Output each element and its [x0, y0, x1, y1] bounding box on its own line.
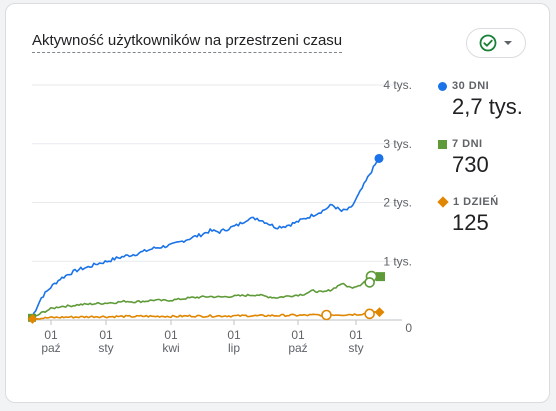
- status-dropdown-button[interactable]: [466, 28, 526, 58]
- x-tick-day: 01: [164, 328, 178, 342]
- y-tick-label: 3 tys.: [383, 137, 412, 151]
- legend-label: 7 DNI: [452, 138, 483, 150]
- x-tick-month: sty: [98, 341, 113, 355]
- dot-marker-icon: [438, 81, 447, 91]
- card-title[interactable]: Aktywność użytkowników na przestrzeni cz…: [32, 32, 343, 53]
- legend-value: 125: [452, 210, 489, 235]
- series-line-30-dni: [31, 157, 380, 318]
- legend-value: 2,7 tys.: [452, 94, 523, 119]
- legend-item-7-days: 7 DNI 730: [438, 138, 548, 178]
- series-7-days-end-square: [376, 272, 385, 282]
- y-tick-label: 1 tys.: [383, 254, 412, 268]
- check-circle-icon: [479, 34, 497, 52]
- legend-item-1-day: 1 DZIEŃ 125: [437, 196, 548, 236]
- x-tick-month: paź: [288, 341, 307, 355]
- y-tick-label: 4 tys.: [383, 78, 412, 92]
- series-30-days-end-dot: [374, 153, 384, 163]
- activity-line-chart: 01 tys.2 tys.3 tys.4 tys.01paź01sty01kwi…: [27, 78, 412, 355]
- legend-value: 730: [452, 152, 489, 177]
- series-7-days-marker: [364, 277, 375, 288]
- x-tick-month: paź: [41, 341, 60, 355]
- legend-label: 1 DZIEŃ: [453, 196, 499, 208]
- x-tick-month: lip: [228, 341, 240, 355]
- series-1-day-end-diamond: [374, 307, 385, 318]
- legend-label: 30 DNI: [452, 80, 490, 92]
- x-tick-day: 01: [349, 328, 363, 342]
- series-1-day-marker: [321, 309, 332, 321]
- x-tick-month: kwi: [162, 341, 179, 355]
- x-tick-day: 01: [44, 328, 58, 342]
- legend-item-30-days: 30 DNI 2,7 tys.: [438, 80, 548, 120]
- x-tick-day: 01: [291, 328, 305, 342]
- y-tick-label: 2 tys.: [383, 196, 412, 210]
- diamond-marker-icon: [437, 196, 449, 208]
- y-tick-label: 0: [405, 321, 412, 335]
- x-tick-day: 01: [227, 328, 241, 342]
- chart-legend: 30 DNI 2,7 tys. 7 DNI 730 1 DZIEŃ 125: [437, 80, 548, 254]
- x-tick-month: sty: [348, 341, 363, 355]
- user-activity-card: Aktywność użytkowników na przestrzeni cz…: [5, 3, 550, 403]
- series-line-7-dni: [31, 276, 380, 320]
- x-tick-day: 01: [99, 328, 113, 342]
- series-line-1-dzień: [31, 311, 380, 321]
- chevron-down-icon: [503, 38, 513, 48]
- square-marker-icon: [438, 139, 447, 149]
- series-1-day-marker: [364, 308, 375, 320]
